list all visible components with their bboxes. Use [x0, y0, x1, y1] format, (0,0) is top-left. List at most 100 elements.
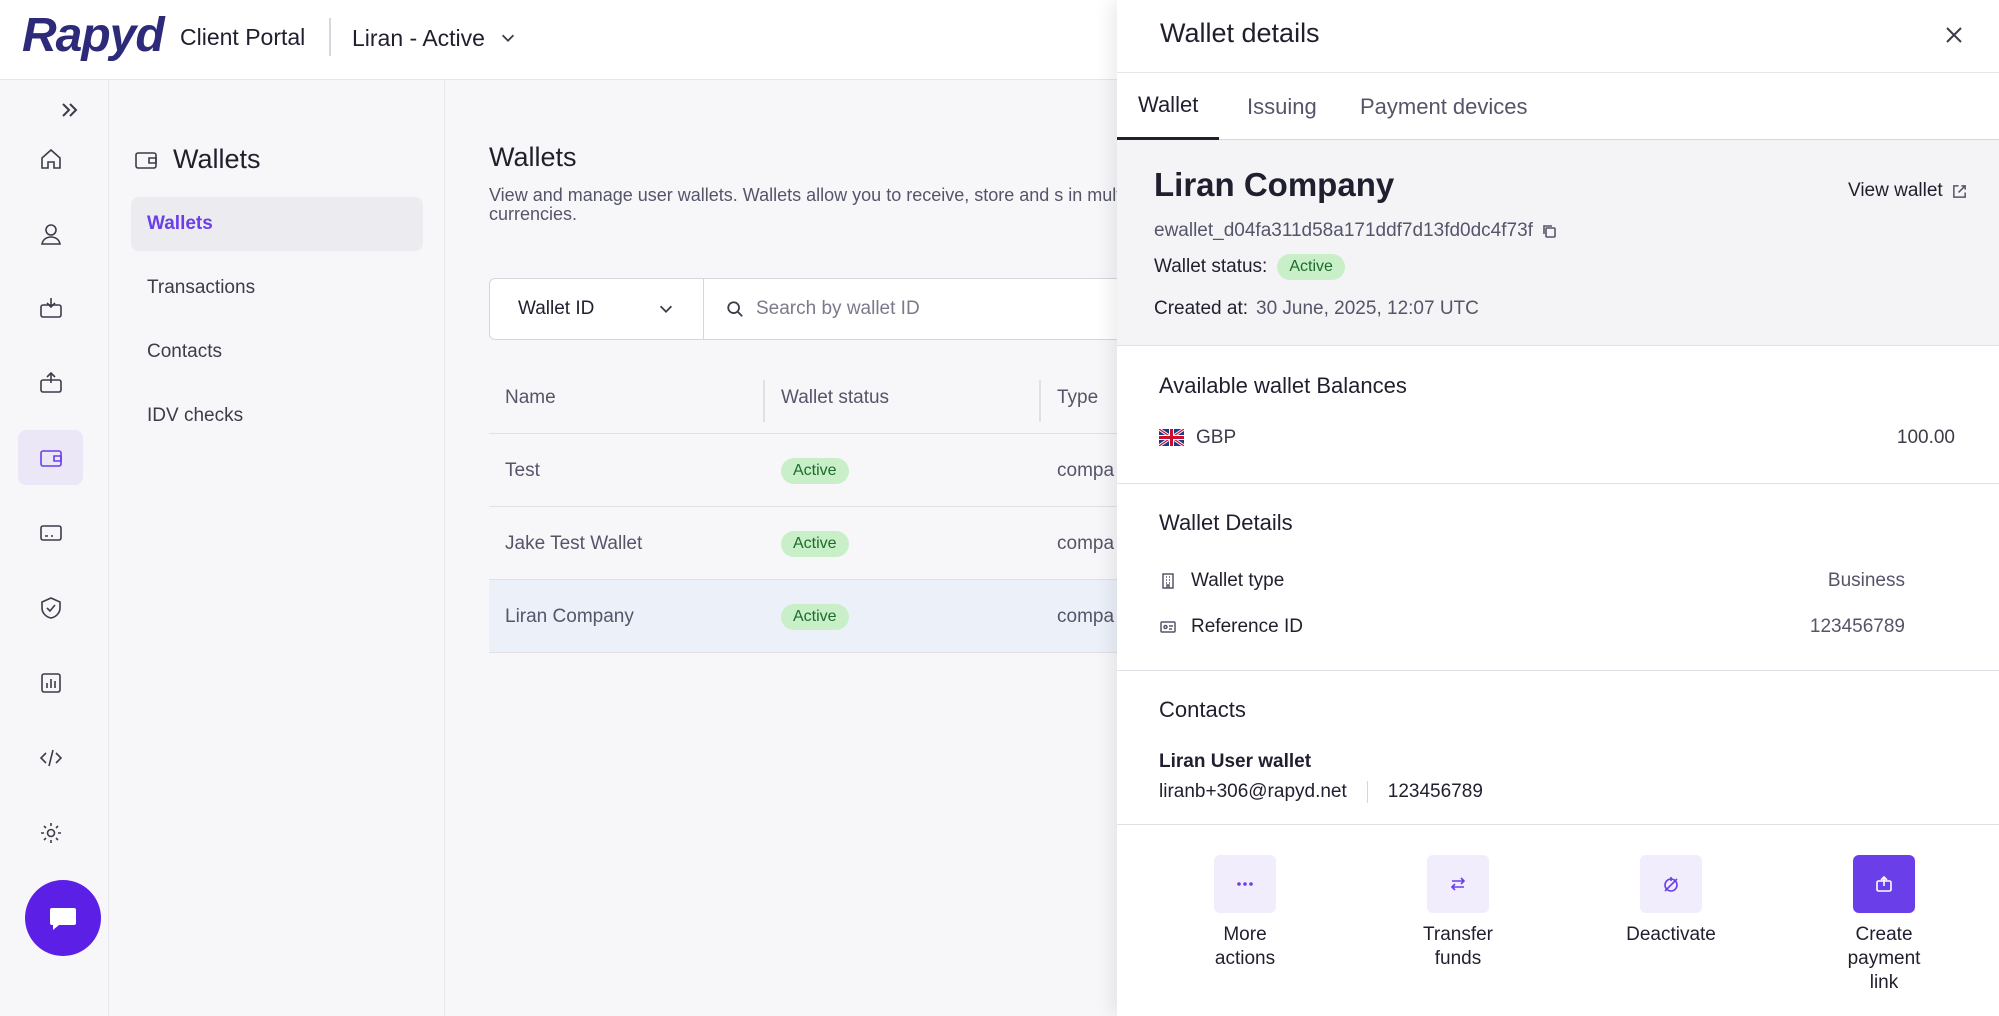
- subnav-item-idv-checks[interactable]: IDV checks: [147, 405, 244, 426]
- deactivate-button-icon-wrap[interactable]: [1640, 855, 1702, 913]
- transfer-icon: [1450, 877, 1466, 891]
- payment-link-icon: [1876, 875, 1892, 892]
- chat-button[interactable]: [25, 880, 101, 956]
- wallet-type-value: Business: [1827, 570, 1905, 591]
- nav-reports[interactable]: [18, 655, 83, 710]
- portal-title: Client Portal: [180, 24, 306, 50]
- detail-row-reference-id: Reference ID 123456789: [1159, 616, 1905, 638]
- balances-title: Available wallet Balances: [1159, 373, 1407, 398]
- status-badge: Active: [781, 457, 849, 484]
- wallet-id: ewallet_d04fa311d58a171ddf7d13fd0dc4f73f: [1154, 220, 1557, 242]
- status-badge: Active: [781, 603, 849, 630]
- cell-type: compa: [1057, 605, 1115, 627]
- create-payment-link-button-icon-wrap[interactable]: [1853, 855, 1915, 913]
- nav-wallets[interactable]: [18, 430, 83, 485]
- developers-icon: [39, 749, 62, 766]
- cell-status: Active: [765, 507, 849, 580]
- transfer-funds-button-icon-wrap[interactable]: [1427, 855, 1489, 913]
- contact-info: liranb+306@rapyd.net 123456789: [1159, 781, 1483, 803]
- column-header-name[interactable]: Name: [505, 387, 556, 408]
- protect-icon: [40, 596, 61, 619]
- detail-label: Wallet type: [1159, 570, 1284, 592]
- contact-reference: 123456789: [1387, 781, 1483, 802]
- account-switcher[interactable]: Liran - Active: [352, 20, 517, 56]
- cell-status: Active: [765, 434, 849, 507]
- id-card-icon: [1160, 621, 1176, 633]
- reference-id-label: Reference ID: [1191, 616, 1303, 637]
- building-icon: [1162, 573, 1174, 589]
- column-divider: [1039, 380, 1041, 422]
- column-divider: [763, 380, 765, 422]
- nav-users[interactable]: [18, 206, 83, 261]
- drawer-tabs: Wallet Issuing Payment devices: [1117, 72, 1999, 140]
- deactivate-button[interactable]: Deactivate: [1601, 855, 1741, 947]
- gb-flag-icon: [1159, 429, 1184, 447]
- disburse-icon: [39, 371, 62, 393]
- column-header-wallet-status[interactable]: Wallet status: [781, 387, 890, 408]
- currency-code: GBP: [1196, 427, 1237, 448]
- reports-icon: [40, 672, 61, 693]
- transfer-funds-button[interactable]: Transfer funds: [1388, 855, 1528, 971]
- search-input[interactable]: [756, 298, 1136, 320]
- wallet-details-drawer: Wallet details Wallet Issuing Payment de…: [1117, 0, 1999, 1016]
- collect-icon: [39, 297, 62, 318]
- wallets-subnav: Wallets Wallets Transactions Contacts ID…: [109, 80, 445, 1016]
- table-row[interactable]: Test Active compa: [489, 434, 1189, 507]
- expand-sidebar-icon[interactable]: [56, 96, 84, 124]
- settings-icon: [40, 822, 61, 843]
- search-icon: [727, 301, 743, 317]
- cell-name: Test: [505, 459, 540, 481]
- chevron-down-icon: [659, 305, 673, 313]
- wallet-created: Created at: 30 June, 2025, 12:07 UTC: [1154, 298, 1479, 320]
- copy-icon[interactable]: [1541, 223, 1557, 239]
- nav-disburse[interactable]: [18, 355, 83, 410]
- more-actions-button-icon-wrap[interactable]: [1214, 855, 1276, 913]
- created-value: 30 June, 2025, 12:07 UTC: [1256, 298, 1479, 319]
- nav-protect[interactable]: [18, 580, 83, 635]
- nav-settings[interactable]: [18, 805, 83, 860]
- nav-developers[interactable]: [18, 730, 83, 785]
- wallet-details-section: Wallet Details Wallet type Business Refe…: [1117, 484, 1999, 671]
- account-name: Liran - Active: [352, 24, 485, 51]
- created-label: Created at:: [1154, 298, 1248, 319]
- transfer-funds-label: Transfer funds: [1422, 924, 1494, 969]
- tab-issuing[interactable]: Issuing: [1247, 93, 1317, 119]
- chevron-down-icon: [501, 34, 514, 42]
- table-row[interactable]: Jake Test Wallet Active compa: [489, 507, 1189, 580]
- balances-section: Available wallet Balances GBP 100.00: [1117, 347, 1999, 484]
- balance-row: GBP 100.00: [1159, 427, 1955, 449]
- more-actions-button[interactable]: More actions: [1175, 855, 1315, 971]
- rapyd-logo[interactable]: Rapyd: [22, 9, 165, 62]
- wallets-table: Name Wallet status Type Test Active comp…: [489, 362, 1189, 653]
- wallet-type-label: Wallet type: [1191, 570, 1285, 591]
- cell-type: compa: [1057, 532, 1115, 554]
- view-wallet-link[interactable]: View wallet: [1848, 180, 1968, 202]
- balance-amount: 100.00: [1896, 427, 1955, 448]
- wallet-id-value: ewallet_d04fa311d58a171ddf7d13fd0dc4f73f: [1154, 220, 1533, 241]
- subnav-item-transactions[interactable]: Transactions: [147, 277, 256, 298]
- icon-rail: [0, 80, 109, 1016]
- create-payment-link-button[interactable]: Create payment link: [1814, 855, 1954, 995]
- close-button[interactable]: [1939, 20, 1969, 50]
- column-header-type[interactable]: Type: [1057, 387, 1099, 408]
- external-link-icon: [1952, 184, 1966, 198]
- table-row-selected[interactable]: Liran Company Active compa: [489, 580, 1189, 653]
- cell-name: Jake Test Wallet: [505, 532, 643, 554]
- card-icon: [39, 524, 62, 541]
- tab-wallet[interactable]: Wallet: [1117, 73, 1220, 140]
- status-badge: Active: [781, 530, 849, 557]
- subnav-item-wallets[interactable]: Wallets: [131, 197, 423, 251]
- deactivate-label: Deactivate: [1626, 924, 1716, 945]
- drawer-title: Wallet details: [1160, 18, 1320, 48]
- deactivate-icon: [1664, 877, 1678, 892]
- view-wallet-label: View wallet: [1848, 180, 1943, 201]
- filter-field-select[interactable]: Wallet ID: [490, 279, 704, 339]
- nav-cards[interactable]: [18, 505, 83, 560]
- nav-collect[interactable]: [18, 280, 83, 335]
- wallet-icon: [135, 151, 157, 169]
- nav-home[interactable]: [18, 131, 83, 186]
- subnav-item-contacts[interactable]: Contacts: [147, 341, 222, 362]
- tab-payment-devices[interactable]: Payment devices: [1360, 93, 1528, 119]
- status-badge: Active: [1277, 254, 1345, 280]
- page-title: Wallets: [489, 142, 577, 172]
